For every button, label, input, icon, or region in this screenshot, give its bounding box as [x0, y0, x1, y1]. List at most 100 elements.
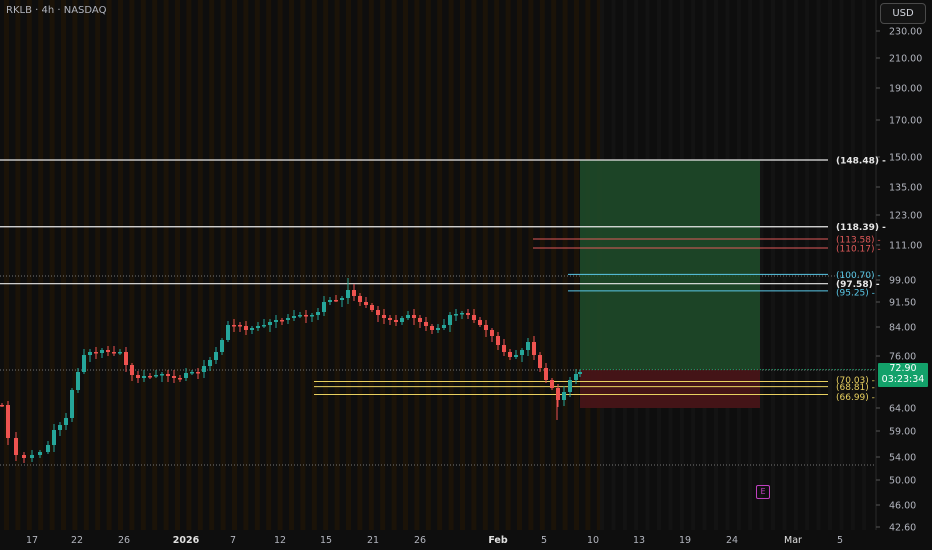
session-stripe — [15, 0, 21, 530]
candle-body — [304, 315, 308, 317]
time-tick-label: 26 — [414, 535, 426, 546]
time-tick-label: 19 — [679, 535, 691, 546]
candle-body — [14, 438, 18, 455]
candle-body — [532, 342, 536, 355]
candle-body — [526, 342, 530, 350]
price-tick-label: 123.00 — [889, 211, 922, 222]
price-tick-label: 210.00 — [889, 54, 922, 65]
session-stripe — [175, 0, 180, 530]
session-stripe — [254, 0, 260, 530]
session-stripe — [782, 0, 787, 530]
candle-body — [484, 325, 488, 330]
session-stripe — [368, 0, 374, 530]
candle-body — [442, 325, 446, 328]
price-tick-label: 76.00 — [889, 352, 916, 363]
candle-body — [172, 376, 176, 378]
session-stripe — [816, 0, 821, 530]
candle-body — [556, 388, 560, 400]
time-tick-label: 5 — [837, 535, 843, 546]
price-tick-label: 54.00 — [889, 453, 916, 464]
session-stripe — [403, 0, 408, 530]
candle-body — [262, 325, 266, 327]
session-stripe — [437, 0, 443, 530]
candle-body — [508, 352, 512, 357]
currency-button[interactable]: USD — [880, 3, 926, 24]
candle-body — [70, 390, 74, 418]
candle-body — [574, 374, 578, 380]
level-label: (66.99) - — [836, 393, 875, 403]
candle-body — [578, 372, 582, 374]
candle-body — [202, 366, 206, 372]
level-label: (95.25) - — [836, 288, 875, 298]
candle-body — [64, 418, 68, 425]
time-tick-label: 21 — [367, 535, 379, 546]
candle-body — [196, 372, 200, 374]
candle-body — [406, 315, 410, 318]
candle-body — [118, 352, 122, 354]
candle-body — [256, 326, 260, 328]
candle-body — [220, 340, 224, 352]
session-stripe — [334, 0, 340, 530]
time-axis: 17 22 26 2026 7 12 15 21 26 Feb 5 10 13 19 24 Mar 5 — [26, 535, 843, 546]
time-tick-label: 13 — [633, 535, 645, 546]
candle-body — [364, 302, 368, 305]
session-stripe — [574, 0, 579, 530]
candle-body — [316, 312, 320, 315]
candle-body — [418, 318, 422, 322]
time-tick-label: 2026 — [173, 535, 200, 546]
candle-body — [280, 320, 284, 322]
candle-body — [424, 322, 428, 326]
candle-body — [136, 375, 140, 378]
session-stripe — [277, 0, 283, 530]
session-stripe — [232, 0, 237, 530]
session-stripe — [425, 0, 431, 530]
session-stripe — [828, 0, 832, 530]
session-stripe — [471, 0, 477, 530]
session-stripe — [805, 0, 810, 530]
bar-countdown: 03:23:34 — [881, 374, 925, 385]
session-stripe — [83, 0, 89, 530]
session-stripe — [850, 0, 855, 530]
candle-body — [490, 330, 494, 336]
session-stripe — [266, 0, 272, 530]
candle-body — [514, 355, 518, 357]
time-tick-label: 26 — [118, 535, 130, 546]
candle-body — [30, 455, 34, 458]
session-stripe — [209, 0, 215, 530]
session-stripe — [494, 0, 500, 530]
candle-body — [94, 352, 98, 354]
price-tick-label: 135.00 — [889, 183, 922, 194]
candle-body — [112, 352, 116, 354]
session-stripe — [414, 0, 420, 530]
session-stripe — [357, 0, 363, 530]
price-tick-label: 59.00 — [889, 427, 916, 438]
earnings-icon[interactable]: E — [756, 485, 770, 499]
session-stripe — [72, 0, 78, 530]
long-position-tool — [580, 160, 760, 408]
candle-body — [472, 315, 476, 320]
candle-body — [232, 325, 236, 327]
candle-body — [130, 365, 134, 375]
candle-body — [394, 320, 398, 322]
candle-body — [244, 326, 248, 330]
time-tick-label: 15 — [320, 535, 332, 546]
candle-body — [106, 350, 110, 352]
level-label: (68.81) - — [836, 383, 875, 393]
last-price-badge: 72.90 03:23:34 — [878, 363, 928, 387]
candle-body — [340, 298, 344, 300]
candle-body — [370, 305, 374, 310]
candle-body — [322, 302, 326, 312]
session-stripe — [380, 0, 386, 530]
candle-body — [388, 318, 392, 320]
session-stripe — [551, 0, 557, 530]
price-levels: (148.48) - (118.39) - (113.58) -(110.17) -… — [0, 157, 886, 403]
candle-body — [568, 380, 572, 392]
level-label: (100.70) - — [836, 271, 881, 281]
candle-body — [82, 355, 86, 372]
price-tick-label: 64.00 — [889, 404, 916, 415]
candle-body — [214, 352, 218, 360]
session-stripe — [140, 0, 146, 530]
session-stripe — [460, 0, 465, 530]
price-tick-label: 99.00 — [889, 276, 916, 287]
